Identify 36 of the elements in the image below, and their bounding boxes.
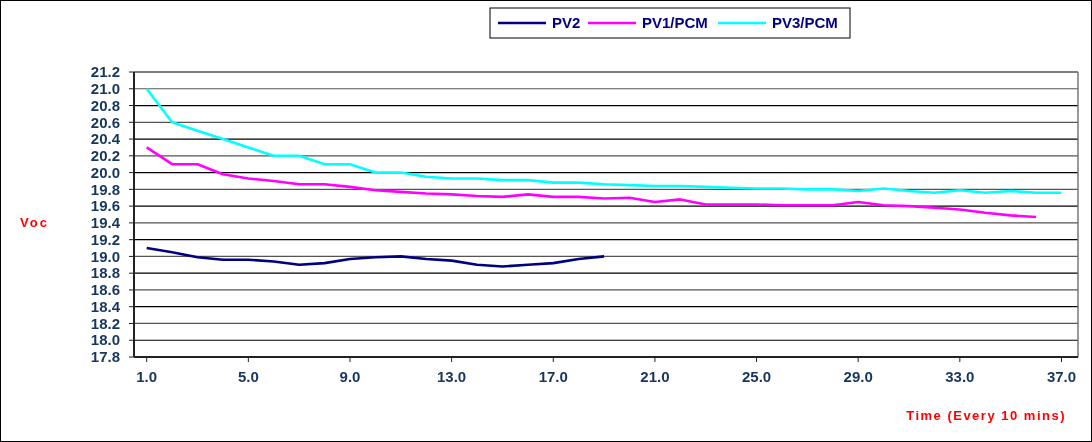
x-tick-label: 29.0 [843, 368, 873, 385]
legend-label: PV2 [552, 14, 581, 32]
x-tick-label: 25.0 [741, 368, 772, 385]
y-tick-label: 18.8 [90, 264, 120, 282]
y-tick-label: 20.0 [90, 163, 120, 181]
y-axis-title: Voc [20, 215, 49, 230]
x-tick-label: 1.0 [136, 368, 158, 385]
y-tick-label: 19.4 [90, 214, 121, 232]
x-tick-label: 9.0 [339, 368, 361, 385]
y-tick-label: 18.0 [90, 331, 120, 349]
x-tick-label: 17.0 [538, 368, 568, 385]
x-tick-label: 37.0 [1046, 368, 1077, 385]
y-tick-label: 18.2 [90, 314, 120, 332]
y-tick-label: 19.6 [90, 197, 120, 215]
y-tick-label: 21.0 [90, 80, 120, 98]
y-tick-label: 20.8 [90, 96, 120, 114]
x-tick-label: 21.0 [640, 368, 670, 385]
x-tick-label: 33.0 [945, 368, 975, 385]
legend-label: PV1/PCM [642, 14, 708, 32]
y-tick-label: 18.6 [90, 281, 120, 299]
y-tick-label: 18.4 [90, 297, 121, 315]
y-tick-label: 21.2 [90, 63, 120, 81]
y-tick-label: 20.2 [90, 147, 120, 165]
y-tick-label: 20.4 [90, 130, 121, 148]
y-tick-label: 17.8 [90, 348, 120, 366]
y-tick-label: 19.2 [90, 230, 120, 248]
legend-label: PV3/PCM [772, 14, 838, 32]
x-tick-label: 5.0 [237, 368, 259, 385]
line-series [145, 87, 1063, 195]
line-series [145, 146, 1038, 219]
y-tick-label: 19.0 [90, 247, 120, 265]
y-tick-label: 19.8 [90, 180, 120, 198]
y-tick-label: 20.6 [90, 113, 120, 131]
line-series [145, 246, 606, 268]
x-axis-title: Time (Every 10 mins) [906, 408, 1066, 423]
x-tick-label: 13.0 [437, 368, 467, 385]
